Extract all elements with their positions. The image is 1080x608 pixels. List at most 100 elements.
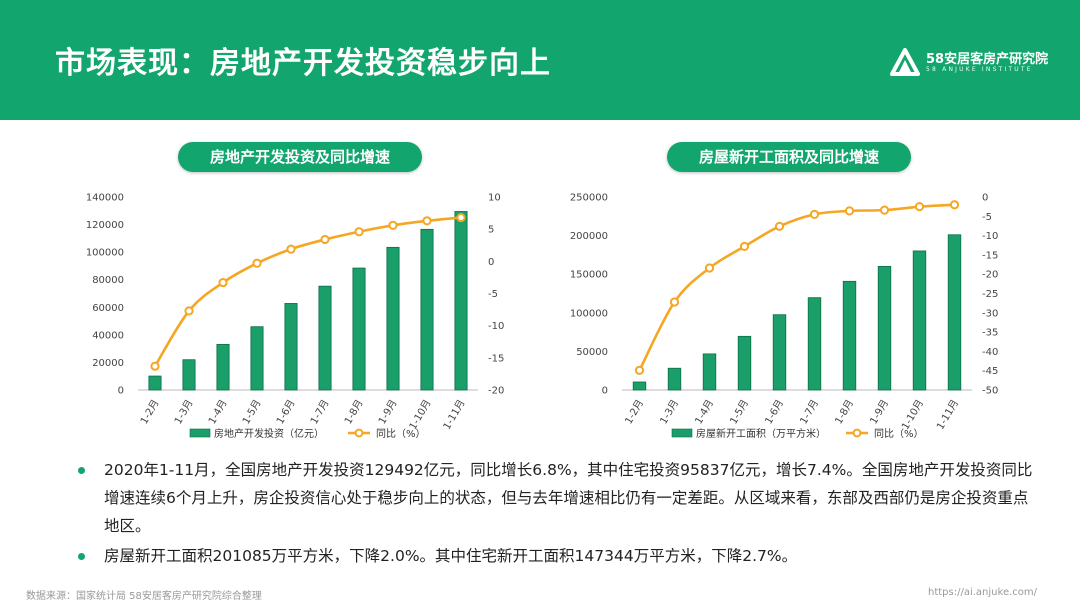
bar-9: [912, 250, 927, 391]
bar-7: [352, 267, 366, 391]
x-tick-label: 1-8月: [342, 398, 366, 427]
brand-logo-icon: [890, 48, 920, 76]
yoy-point-6: [320, 234, 330, 245]
yoy-point-9: [914, 202, 925, 212]
yoy-point-8: [388, 220, 398, 230]
x-tick-label: 1-11月: [934, 398, 961, 432]
bullet-item-investment: 2020年1-11月，全国房地产开发投资129492亿元，同比增长6.8%，其中…: [78, 456, 1038, 540]
y-left-tick-label: 50000: [576, 347, 608, 358]
x-tick-label: 1-10月: [407, 398, 434, 432]
x-tick-label: 1-8月: [833, 398, 857, 427]
legend-line-label: 同比（%）: [376, 428, 426, 440]
y-left-tick-label: 40000: [92, 330, 124, 341]
legend-bar-label: 房屋新开工面积（万平方米）: [696, 427, 826, 440]
bar-5: [284, 303, 298, 391]
legend-line-marker: [852, 428, 862, 438]
bullet-dot-icon: [78, 467, 85, 474]
bar-2: [667, 367, 682, 391]
yoy-point-8: [879, 205, 890, 215]
yoy-point-1: [150, 361, 160, 371]
bullet-dot-icon: [78, 553, 85, 560]
yoy-line: [638, 203, 955, 371]
bar-4: [250, 326, 264, 391]
x-tick-label: 1-3月: [658, 398, 682, 427]
bullet-text: 房屋新开工面积201085万平方米，下降2.0%。其中住宅新开工面积147344…: [104, 547, 798, 565]
y-right-tick-label: -15: [982, 250, 998, 261]
y-right-tick-label: -50: [982, 386, 998, 397]
chart-title-new-construction: 房屋新开工面积及同比增速: [667, 142, 911, 172]
yoy-point-2: [669, 297, 680, 307]
x-tick-label: 1-7月: [308, 398, 332, 427]
x-tick-label: 1-7月: [798, 398, 822, 427]
x-tick-label: 1-10月: [899, 398, 926, 432]
bar-5: [772, 314, 787, 391]
x-tick-label: 1-9月: [376, 398, 400, 427]
bar-6: [807, 297, 822, 391]
y-right-tick-label: -20: [488, 386, 504, 397]
legend-bar-label: 房地产开发投资（亿元）: [214, 427, 324, 440]
header-banner: 市场表现：房地产开发投资稳步向上 58安居客房产研究院 58 ANJUKE IN…: [0, 0, 1080, 120]
yoy-point-1: [634, 365, 645, 375]
y-left-tick-label: 150000: [570, 270, 608, 281]
bar-3: [216, 343, 230, 391]
yoy-point-5: [774, 221, 785, 231]
y-right-tick-label: -10: [488, 321, 504, 332]
bar-6: [318, 285, 332, 391]
bar-9: [420, 228, 434, 391]
bar-10: [454, 211, 468, 391]
y-left-tick-label: 100000: [86, 248, 124, 259]
y-left-tick-label: 60000: [92, 303, 124, 314]
bullet-text: 2020年1-11月，全国房地产开发投资129492亿元，同比增长6.8%，其中…: [104, 461, 1033, 535]
y-left-tick-label: 80000: [92, 275, 124, 286]
bar-8: [877, 265, 892, 391]
yoy-point-7: [354, 227, 364, 237]
y-right-tick-label: -40: [982, 347, 998, 358]
y-right-tick-label: 0: [982, 193, 988, 204]
summary-bullets: 2020年1-11月，全国房地产开发投资129492亿元，同比增长6.8%，其中…: [78, 456, 1038, 570]
yoy-point-3: [218, 277, 228, 288]
footer-url[interactable]: https://ai.anjuke.com/: [928, 587, 1038, 598]
y-left-tick-label: 140000: [86, 193, 124, 204]
yoy-point-3: [704, 263, 715, 273]
legend-bar-swatch: [671, 428, 693, 438]
x-tick-label: 1-5月: [240, 398, 264, 427]
bar-1: [148, 375, 162, 391]
yoy-point-5: [286, 244, 296, 254]
x-tick-label: 1-11月: [441, 398, 468, 432]
y-right-tick-label: -30: [982, 308, 998, 319]
yoy-point-10: [949, 200, 960, 210]
yoy-point-10: [456, 212, 466, 223]
footer-source: 数据来源：国家统计局 58安居客房产研究院综合整理: [26, 591, 262, 602]
chart-title-investment: 房地产开发投资及同比增速: [178, 142, 422, 172]
yoy-point-4: [739, 241, 750, 252]
y-right-tick-label: 5: [488, 225, 494, 236]
yoy-point-4: [252, 258, 262, 268]
y-right-tick-label: 10: [488, 193, 501, 204]
y-left-tick-label: 100000: [570, 308, 608, 319]
x-tick-label: 1-6月: [274, 398, 298, 427]
x-tick-label: 1-4月: [693, 398, 717, 427]
y-right-tick-label: -20: [982, 270, 998, 281]
bar-1: [632, 381, 647, 391]
bar-3: [702, 353, 717, 391]
y-left-tick-label: 0: [118, 386, 124, 397]
yoy-point-9: [422, 216, 432, 226]
page-title: 市场表现：房地产开发投资稳步向上: [55, 46, 551, 81]
yoy-point-6: [809, 209, 820, 219]
x-tick-label: 1-9月: [868, 398, 892, 427]
brand-subtitle: 58 ANJUKE INSTITUTE: [926, 66, 1033, 73]
y-right-tick-label: -25: [982, 289, 998, 300]
bar-4: [737, 335, 752, 391]
bullet-item-construction: 房屋新开工面积201085万平方米，下降2.0%。其中住宅新开工面积147344…: [78, 542, 1038, 570]
y-left-tick-label: 20000: [92, 358, 124, 369]
y-right-tick-label: -5: [488, 289, 498, 300]
x-tick-label: 1-3月: [172, 398, 196, 427]
brand: 58安居客房产研究院 58 ANJUKE INSTITUTE: [890, 46, 1065, 80]
bar-2: [182, 359, 196, 391]
x-tick-label: 1-5月: [728, 398, 752, 427]
brand-name: 58安居客房产研究院: [926, 52, 1049, 67]
y-left-tick-label: 250000: [570, 193, 608, 204]
new-construction-chart: 050000100000150000200000250000-50-45-40-…: [570, 193, 999, 441]
investment-chart: 0 20000 40000 60000 80000 100000 120000 140000 -…: [86, 193, 505, 441]
y-right-tick-label: -10: [982, 231, 998, 242]
